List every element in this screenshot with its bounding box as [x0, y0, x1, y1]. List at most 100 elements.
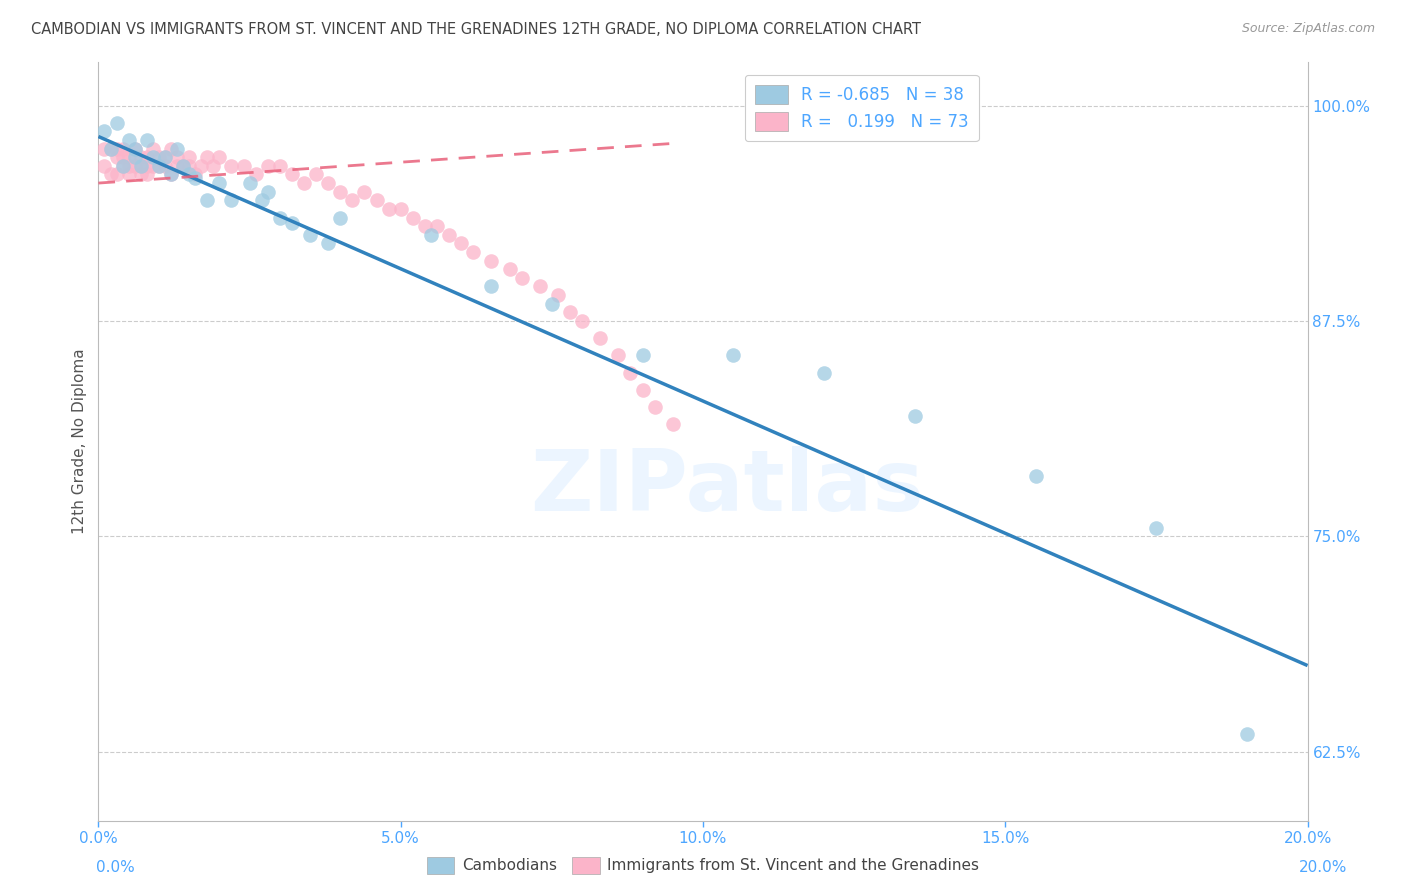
Point — [342, 194, 364, 208]
Point — [160, 142, 183, 156]
Point — [111, 150, 134, 164]
Point — [661, 417, 683, 432]
Point — [111, 159, 134, 173]
Point — [529, 279, 551, 293]
Point — [118, 150, 141, 164]
Point — [153, 159, 176, 173]
Point — [179, 168, 201, 182]
Point — [481, 279, 503, 293]
Point — [118, 168, 141, 182]
Point — [202, 159, 225, 173]
Point — [142, 142, 165, 156]
Point — [389, 202, 412, 216]
Point — [299, 227, 322, 242]
Point — [329, 211, 352, 225]
Point — [619, 366, 641, 380]
Point — [179, 159, 201, 173]
Point — [184, 170, 207, 185]
Point — [281, 216, 304, 230]
Point — [100, 142, 122, 156]
Point — [208, 150, 231, 164]
Point — [118, 133, 141, 147]
Point — [589, 331, 612, 345]
Point — [135, 159, 157, 173]
Point — [571, 314, 593, 328]
Point — [305, 168, 328, 182]
Point — [160, 168, 183, 182]
Point — [631, 383, 654, 397]
Point — [142, 159, 165, 173]
Point — [281, 168, 304, 182]
Point — [353, 185, 375, 199]
Point — [813, 366, 835, 380]
Point — [250, 194, 273, 208]
Point — [558, 305, 581, 319]
Text: 20.0%: 20.0% — [1299, 860, 1347, 874]
Point — [148, 150, 170, 164]
Point — [232, 159, 254, 173]
Point — [135, 168, 157, 182]
Point — [166, 142, 188, 156]
Point — [100, 168, 122, 182]
Point — [153, 150, 176, 164]
Point — [256, 159, 278, 173]
Point — [208, 176, 231, 190]
Point — [135, 133, 157, 147]
Point — [124, 142, 146, 156]
Point — [129, 150, 152, 164]
Point — [118, 159, 141, 173]
Point — [245, 168, 267, 182]
Text: Source: ZipAtlas.com: Source: ZipAtlas.com — [1241, 22, 1375, 36]
Point — [195, 150, 218, 164]
Point — [498, 262, 520, 277]
Point — [1236, 727, 1258, 741]
Point — [510, 270, 533, 285]
Point — [153, 150, 176, 164]
Point — [105, 168, 128, 182]
Point — [481, 253, 503, 268]
Point — [631, 348, 654, 362]
Point — [402, 211, 425, 225]
Point — [142, 150, 165, 164]
Point — [129, 168, 152, 182]
Point — [190, 159, 212, 173]
Point — [1144, 521, 1167, 535]
Point — [463, 244, 485, 259]
Point — [437, 227, 460, 242]
Text: 0.0%: 0.0% — [96, 860, 135, 874]
Point — [413, 219, 436, 234]
Point — [148, 159, 170, 173]
Point — [184, 168, 207, 182]
Point — [135, 150, 157, 164]
Point — [540, 296, 562, 310]
Point — [105, 150, 128, 164]
Point — [316, 176, 339, 190]
Text: CAMBODIAN VS IMMIGRANTS FROM ST. VINCENT AND THE GRENADINES 12TH GRADE, NO DIPLO: CAMBODIAN VS IMMIGRANTS FROM ST. VINCENT… — [31, 22, 921, 37]
Point — [904, 409, 927, 423]
Point — [644, 400, 666, 414]
Point — [239, 176, 262, 190]
Point — [129, 159, 152, 173]
Point — [269, 211, 291, 225]
Legend: Cambodians, Immigrants from St. Vincent and the Grenadines: Cambodians, Immigrants from St. Vincent … — [420, 851, 986, 880]
Point — [377, 202, 399, 216]
Point — [93, 142, 115, 156]
Y-axis label: 12th Grade, No Diploma: 12th Grade, No Diploma — [72, 349, 87, 534]
Point — [124, 159, 146, 173]
Point — [124, 150, 146, 164]
Point — [172, 159, 194, 173]
Point — [221, 159, 243, 173]
Point — [269, 159, 291, 173]
Point — [111, 159, 134, 173]
Point — [93, 159, 115, 173]
Text: ZIPatlas: ZIPatlas — [530, 445, 924, 529]
Point — [366, 194, 388, 208]
Point — [450, 236, 472, 251]
Point — [124, 142, 146, 156]
Point — [166, 150, 188, 164]
Point — [316, 236, 339, 251]
Legend: R = -0.685   N = 38, R =   0.199   N = 73: R = -0.685 N = 38, R = 0.199 N = 73 — [745, 75, 979, 142]
Point — [148, 159, 170, 173]
Point — [195, 194, 218, 208]
Point — [607, 348, 630, 362]
